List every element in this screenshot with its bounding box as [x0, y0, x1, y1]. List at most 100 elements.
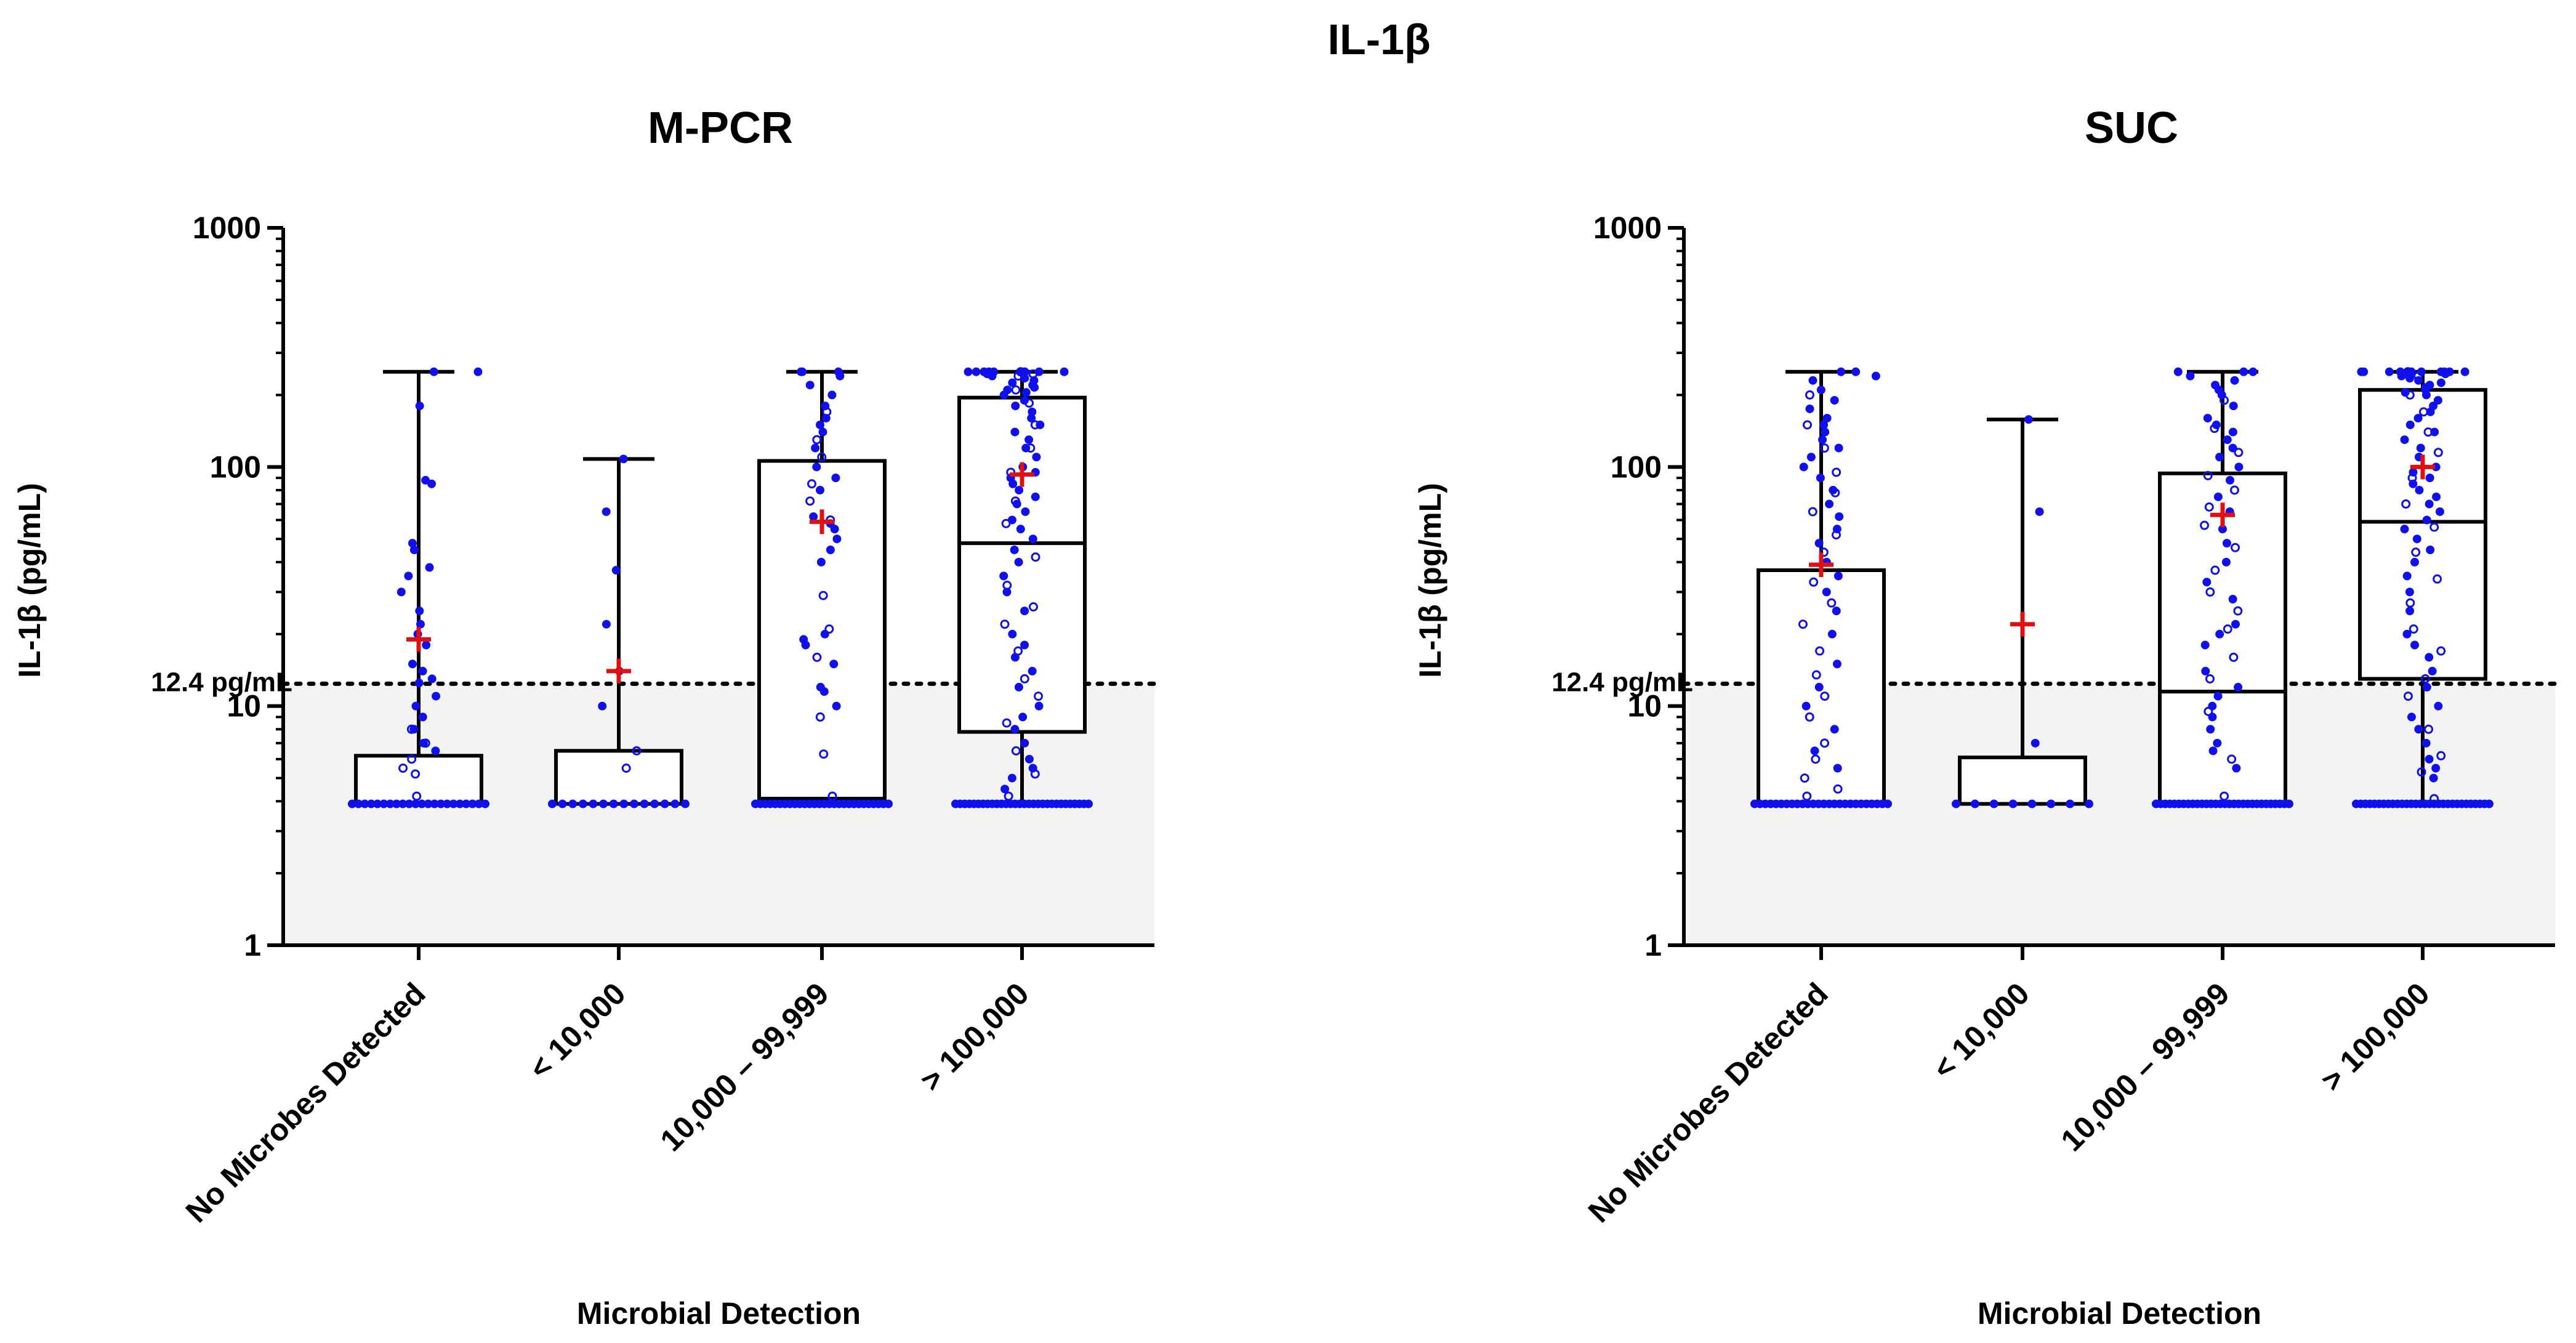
data-point-open	[2424, 724, 2434, 734]
data-point	[2231, 619, 2240, 629]
data-point	[1970, 799, 1979, 809]
data-point	[2229, 401, 2238, 411]
data-point	[405, 799, 414, 809]
data-point	[999, 571, 1008, 581]
data-point	[2401, 388, 2410, 397]
data-point	[422, 640, 431, 650]
data-point-open	[1819, 547, 1829, 557]
data-point	[1806, 453, 1816, 462]
data-point	[2215, 453, 2224, 462]
data-point	[1034, 701, 1044, 711]
data-point	[2422, 682, 2431, 692]
data-point	[1814, 539, 1824, 548]
data-point	[2225, 475, 2234, 485]
data-point	[1020, 640, 1029, 650]
data-point-open	[2436, 646, 2446, 656]
data-point	[2421, 390, 2431, 400]
data-point	[2066, 799, 2075, 809]
x-axis-label: Microbial Detection	[1978, 1296, 2261, 1331]
data-point-open	[1004, 791, 1013, 801]
data-point	[2228, 595, 2237, 604]
data-point-open	[2200, 520, 2210, 530]
data-point-open	[2229, 485, 2239, 495]
data-point	[2035, 507, 2044, 516]
data-point	[1871, 371, 1880, 381]
data-point-open	[1805, 712, 1814, 722]
data-point-open	[406, 724, 416, 734]
data-point	[2431, 764, 2441, 773]
data-point-open	[1832, 467, 1841, 477]
data-point	[816, 557, 826, 567]
data-point	[830, 525, 839, 534]
data-point	[2485, 799, 2493, 809]
data-point	[1808, 376, 1817, 385]
data-point-open	[1819, 443, 1829, 453]
data-point-open	[1011, 746, 1021, 756]
data-point	[1832, 607, 1841, 616]
data-point-open	[1028, 602, 1038, 612]
data-point	[650, 799, 659, 809]
data-point	[1008, 629, 1017, 639]
data-point	[1818, 435, 1827, 445]
data-point	[815, 420, 824, 429]
data-point	[432, 692, 441, 701]
data-point-open	[2204, 706, 2213, 716]
data-point	[1833, 764, 1842, 773]
data-point	[1008, 479, 1018, 488]
data-point	[1031, 492, 1040, 501]
y-tick-label: 100	[1611, 450, 1662, 484]
data-point-open	[1831, 530, 1841, 540]
data-point	[640, 799, 649, 809]
data-point	[416, 619, 425, 629]
data-point	[424, 799, 433, 809]
y-tick-label: 1	[1644, 928, 1662, 962]
data-point	[404, 571, 413, 581]
data-point-open	[818, 591, 828, 600]
data-point	[2221, 557, 2231, 567]
data-point	[473, 367, 483, 376]
data-point	[1810, 746, 1819, 756]
data-point	[611, 566, 621, 575]
data-point-open	[407, 754, 417, 764]
data-point	[2416, 443, 2425, 453]
data-point-open	[1820, 692, 1830, 701]
data-point	[431, 746, 440, 756]
data-point	[2385, 367, 2394, 376]
data-point	[373, 799, 382, 809]
data-point-open	[2233, 606, 2243, 616]
data-point	[832, 701, 841, 711]
data-point	[629, 799, 638, 809]
data-point	[1989, 799, 1998, 809]
data-point	[2417, 367, 2426, 376]
data-point-open	[2433, 448, 2443, 458]
data-point	[1018, 712, 1028, 722]
data-point	[815, 485, 824, 494]
data-point	[411, 701, 421, 711]
data-point	[972, 367, 981, 376]
data-point	[819, 687, 829, 696]
data-point	[2215, 629, 2224, 639]
data-point	[831, 474, 840, 483]
data-point	[812, 462, 821, 472]
data-point	[379, 799, 388, 809]
data-point-open	[1800, 773, 1809, 783]
data-point	[1827, 629, 1837, 639]
data-point	[443, 799, 452, 809]
data-point	[670, 799, 680, 809]
data-point-open	[2419, 407, 2429, 417]
data-point-open	[2420, 674, 2430, 684]
data-point-open	[827, 791, 837, 801]
data-point-open	[1830, 488, 1840, 498]
data-point	[429, 367, 438, 376]
x-category-label: No Microbes Detected	[1582, 976, 1835, 1229]
data-point	[1011, 401, 1020, 411]
data-point	[1060, 367, 1069, 376]
data-point	[474, 799, 483, 809]
data-point	[1830, 396, 1839, 405]
data-point	[1010, 427, 1020, 437]
data-point	[1010, 546, 1019, 555]
data-point	[2203, 414, 2212, 423]
data-point	[2085, 799, 2093, 809]
data-point	[411, 799, 420, 809]
data-point-open	[1010, 496, 1020, 506]
